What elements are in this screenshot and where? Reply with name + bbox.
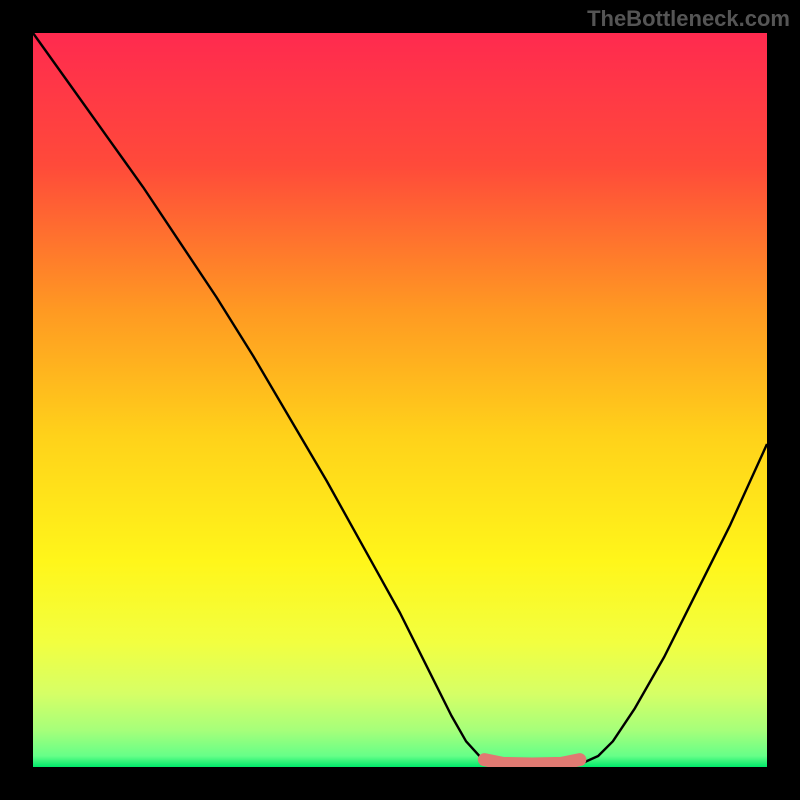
watermark-text: TheBottleneck.com bbox=[587, 6, 790, 32]
chart-plot-area bbox=[33, 33, 767, 767]
bottleneck-curve bbox=[33, 33, 767, 766]
optimal-range-marker bbox=[484, 760, 579, 764]
chart-svg bbox=[33, 33, 767, 767]
